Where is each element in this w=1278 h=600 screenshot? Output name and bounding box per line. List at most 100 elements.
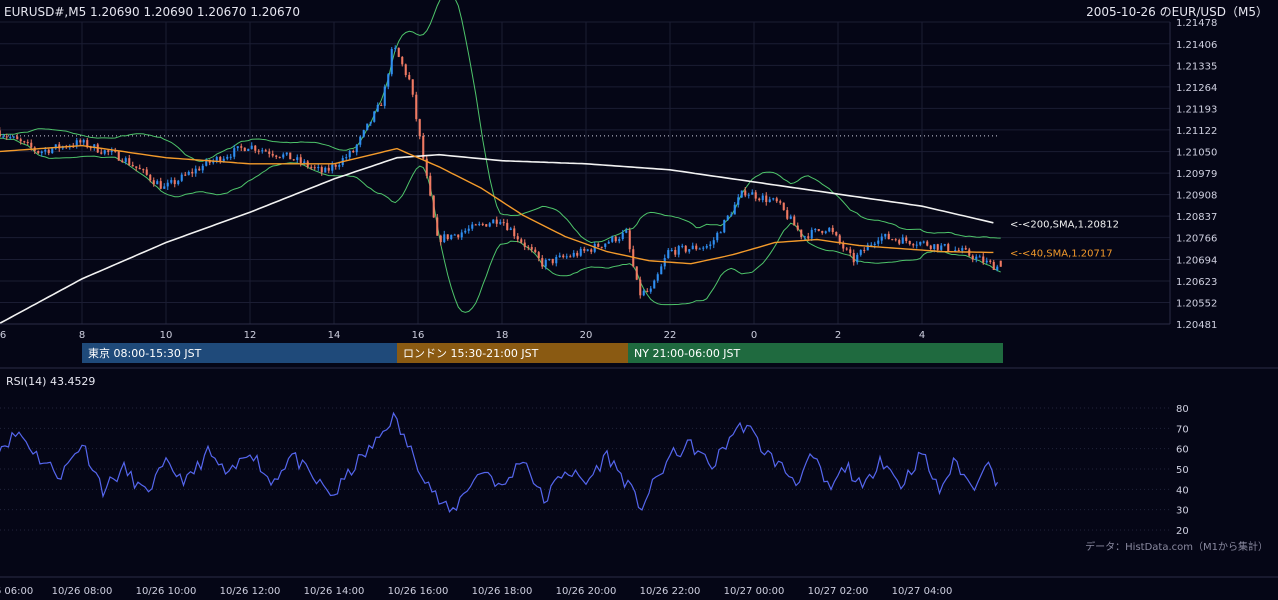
price-axis: 1.21478 1.21406 1.21335 1.21264 1.21193 1.211… xyxy=(1169,18,1217,331)
time-tick-label: 10/26 08:00 xyxy=(52,586,113,597)
candle-body xyxy=(796,225,799,230)
candle-body xyxy=(191,171,194,174)
moving-averages: <-<200,SMA,1.20812 <-<40,SMA,1.20717 xyxy=(0,144,1119,325)
candle-body xyxy=(583,248,586,251)
price-tick-label: 1.21478 xyxy=(1176,18,1217,29)
candle-body xyxy=(404,64,407,76)
candle-body xyxy=(954,250,957,252)
candle-body xyxy=(691,245,694,250)
candle-body xyxy=(786,210,789,219)
candlestick-series[interactable] xyxy=(0,45,1002,299)
candle-body xyxy=(947,244,950,252)
candle-body xyxy=(800,229,803,238)
candle-body xyxy=(646,290,649,292)
candle-body xyxy=(842,242,845,249)
price-tick-label: 1.20694 xyxy=(1176,255,1217,266)
candle-body xyxy=(439,235,442,243)
candle-body xyxy=(114,150,117,152)
candle-body xyxy=(537,252,540,259)
rsi-tick-label: 80 xyxy=(1176,404,1189,415)
candle-body xyxy=(870,244,873,246)
candle-body xyxy=(667,250,670,259)
candle-body xyxy=(758,198,761,201)
candle-body xyxy=(660,266,663,275)
candle-body xyxy=(289,152,292,160)
rsi-label: RSI(14) 43.4529 xyxy=(6,375,95,388)
candle-body xyxy=(621,232,624,240)
candle-body xyxy=(422,135,425,159)
candle-body xyxy=(348,150,351,158)
candle-body xyxy=(156,181,159,185)
candle-body xyxy=(793,216,796,226)
candle-body xyxy=(768,199,771,203)
candle-body xyxy=(898,240,901,244)
candle-body xyxy=(765,195,768,203)
candle-body xyxy=(614,236,617,242)
candle-body xyxy=(5,136,8,138)
bollinger-lower-band xyxy=(0,137,1001,313)
candle-body xyxy=(373,111,376,122)
candle-body xyxy=(460,232,463,238)
candle-body xyxy=(625,230,628,233)
candle-body xyxy=(474,224,477,226)
candle-body xyxy=(201,165,204,171)
candle-body xyxy=(810,229,813,239)
candle-body xyxy=(555,257,558,264)
candle-body xyxy=(628,230,631,250)
candle-body xyxy=(831,227,834,233)
candle-body xyxy=(138,167,141,170)
candle-body xyxy=(541,258,544,267)
candle-body xyxy=(282,154,285,158)
candle-body xyxy=(89,147,92,149)
candle-body xyxy=(387,74,390,87)
hour-tick-label: 20 xyxy=(580,330,593,341)
rsi-tick-label: 50 xyxy=(1176,465,1189,476)
price-grid xyxy=(0,21,1170,325)
candle-body xyxy=(670,249,673,251)
candle-body xyxy=(849,249,852,253)
candle-body xyxy=(737,197,740,205)
candle-body xyxy=(530,247,533,250)
candle-body xyxy=(355,144,358,153)
candle-body xyxy=(814,229,817,231)
candle-body xyxy=(37,150,40,154)
candle-body xyxy=(44,149,47,152)
candle-body xyxy=(705,246,708,248)
candle-body xyxy=(51,148,54,154)
candle-body xyxy=(345,157,348,159)
data-source-note: データ：HistData.com（M1から集計） xyxy=(1085,540,1268,553)
candle-body xyxy=(488,223,491,227)
candle-body xyxy=(383,86,386,106)
candle-body xyxy=(569,256,572,258)
candle-body xyxy=(590,249,593,252)
candle-body xyxy=(677,246,680,255)
candle-body xyxy=(779,201,782,203)
candle-body xyxy=(177,180,180,185)
candle-body xyxy=(324,167,327,173)
candle-body xyxy=(597,243,600,247)
candle-body xyxy=(523,242,526,247)
candle-body xyxy=(782,202,785,211)
candle-body xyxy=(264,150,267,152)
candle-body xyxy=(495,219,498,224)
candle-body xyxy=(712,240,715,245)
candle-body xyxy=(159,181,162,189)
price-tick-label: 1.20837 xyxy=(1176,212,1217,223)
candle-body xyxy=(170,180,173,183)
candle-body xyxy=(243,147,246,152)
candle-body xyxy=(894,239,897,241)
candle-body xyxy=(688,249,691,252)
candle-body xyxy=(47,149,50,154)
candle-body xyxy=(971,255,974,260)
candle-body xyxy=(506,222,509,230)
candle-body xyxy=(912,244,915,246)
candle-body xyxy=(481,223,484,225)
candle-body xyxy=(607,241,610,244)
candle-body xyxy=(12,136,15,138)
candle-body xyxy=(940,245,943,250)
candle-body xyxy=(261,150,264,152)
bollinger-upper-band xyxy=(0,0,1001,244)
candle-body xyxy=(922,241,925,243)
candle-body xyxy=(604,243,607,247)
candle-body xyxy=(236,146,239,149)
